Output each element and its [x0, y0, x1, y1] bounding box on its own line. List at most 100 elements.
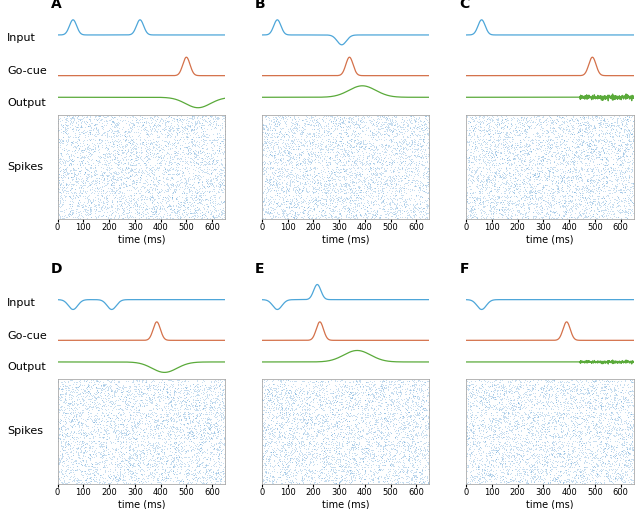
Point	[610, 402, 620, 410]
Point	[591, 424, 602, 432]
Point	[495, 419, 506, 427]
Point	[93, 189, 104, 197]
Point	[175, 179, 185, 187]
Point	[556, 186, 566, 194]
Point	[287, 131, 297, 139]
Point	[122, 403, 132, 411]
Point	[621, 386, 631, 394]
Point	[308, 450, 318, 458]
Point	[563, 402, 573, 410]
Point	[279, 432, 289, 440]
Point	[147, 398, 157, 406]
Point	[126, 135, 136, 144]
Point	[286, 169, 296, 178]
Point	[356, 432, 366, 440]
Point	[620, 376, 630, 384]
Point	[117, 189, 127, 197]
Point	[569, 463, 579, 471]
Point	[286, 387, 296, 395]
Point	[98, 129, 108, 137]
Point	[200, 438, 210, 446]
Point	[509, 183, 520, 191]
Point	[80, 168, 90, 177]
Point	[575, 386, 586, 394]
Point	[314, 417, 324, 425]
Point	[570, 417, 580, 425]
Point	[520, 133, 531, 142]
Point	[316, 382, 326, 390]
Point	[580, 448, 590, 456]
Point	[483, 158, 493, 166]
Point	[523, 428, 533, 436]
Point	[198, 132, 209, 140]
Point	[593, 210, 603, 218]
Point	[124, 461, 134, 469]
Point	[614, 459, 624, 467]
Point	[382, 423, 392, 431]
Point	[365, 180, 376, 188]
Point	[308, 388, 319, 396]
Point	[551, 143, 561, 151]
Point	[510, 425, 520, 433]
Point	[175, 145, 186, 153]
Point	[214, 379, 225, 387]
Point	[371, 416, 381, 424]
Point	[319, 426, 329, 434]
Point	[129, 202, 140, 210]
Point	[383, 142, 394, 150]
Point	[211, 419, 221, 427]
Point	[331, 436, 341, 444]
Point	[596, 383, 607, 391]
Point	[271, 404, 282, 412]
Point	[493, 205, 504, 213]
Point	[70, 169, 80, 178]
Point	[627, 387, 637, 395]
Point	[323, 412, 333, 420]
Point	[581, 137, 591, 146]
Point	[278, 205, 289, 213]
Point	[310, 139, 320, 148]
Point	[586, 434, 596, 442]
Point	[575, 153, 585, 161]
Point	[352, 202, 362, 210]
Point	[504, 168, 514, 177]
Point	[387, 196, 397, 205]
Point	[561, 412, 572, 420]
Point	[623, 389, 634, 397]
Point	[601, 466, 611, 474]
Point	[479, 464, 489, 472]
Point	[164, 165, 175, 174]
Point	[522, 117, 532, 125]
Point	[89, 202, 99, 210]
Point	[469, 397, 479, 405]
Point	[329, 422, 339, 430]
Point	[601, 182, 611, 190]
Point	[380, 179, 390, 187]
Point	[147, 212, 157, 220]
Point	[171, 151, 181, 159]
Point	[605, 176, 616, 184]
Point	[343, 438, 353, 446]
Point	[204, 390, 214, 398]
Point	[461, 209, 472, 217]
Point	[104, 132, 114, 140]
Point	[484, 126, 494, 134]
Point	[216, 391, 226, 399]
Point	[509, 180, 519, 188]
Point	[327, 146, 337, 154]
Point	[393, 458, 403, 466]
Point	[339, 145, 349, 153]
Point	[599, 149, 609, 157]
Point	[534, 135, 544, 144]
Point	[160, 116, 170, 124]
Point	[200, 117, 210, 125]
Point	[154, 172, 164, 180]
Point	[318, 435, 328, 443]
Point	[152, 115, 162, 123]
Point	[308, 196, 318, 205]
Point	[625, 387, 636, 395]
Point	[279, 133, 289, 142]
Point	[136, 396, 146, 404]
Point	[308, 205, 319, 213]
Point	[590, 145, 600, 153]
